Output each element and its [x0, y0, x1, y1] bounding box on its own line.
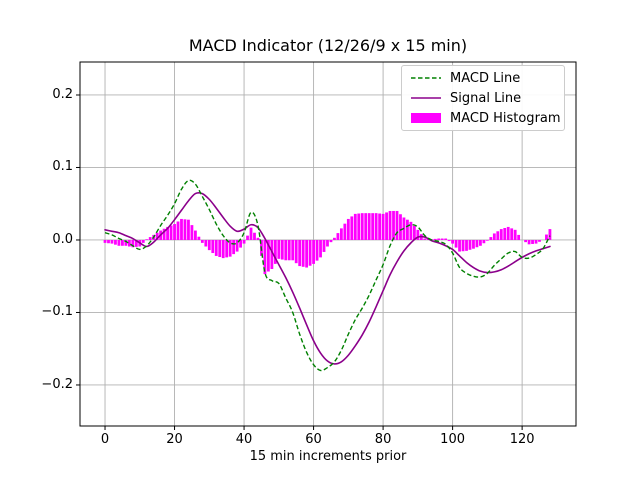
x-tick-label-120: 120 [509, 432, 535, 447]
y-tick-label-−0.1: −0.1 [41, 304, 73, 320]
solid-line-icon [411, 97, 441, 99]
x-tick-label-40: 40 [235, 432, 253, 447]
y-tick-label-0.1: 0.1 [52, 159, 73, 175]
legend: MACD Line Signal Line MACD Histogram [401, 65, 565, 131]
legend-item-macd-histogram: MACD Histogram [402, 108, 564, 128]
legend-label-macd-histogram: MACD Histogram [450, 110, 561, 126]
y-tick-label-−0.2: −0.2 [41, 376, 73, 392]
y-tick-label-0.2: 0.2 [52, 86, 73, 102]
x-tick-label-60: 60 [305, 432, 322, 447]
dashed-line-icon [411, 77, 441, 79]
legend-label-signal-line: Signal Line [450, 90, 522, 106]
x-tick-label-80: 80 [374, 432, 392, 447]
x-tick-label-20: 20 [166, 432, 183, 447]
legend-item-signal-line: Signal Line [402, 88, 564, 108]
filled-patch-icon [411, 113, 441, 123]
chart-title: MACD Indicator (12/26/9 x 15 min) [188, 36, 468, 55]
x-tick-label-0: 0 [100, 432, 110, 447]
x-axis-label: 15 min increments prior [249, 449, 407, 464]
legend-item-macd-line: MACD Line [402, 68, 564, 88]
y-tick-label-0.0: 0.0 [52, 231, 73, 247]
x-tick-label-100: 100 [440, 432, 465, 447]
legend-label-macd-line: MACD Line [450, 70, 521, 86]
